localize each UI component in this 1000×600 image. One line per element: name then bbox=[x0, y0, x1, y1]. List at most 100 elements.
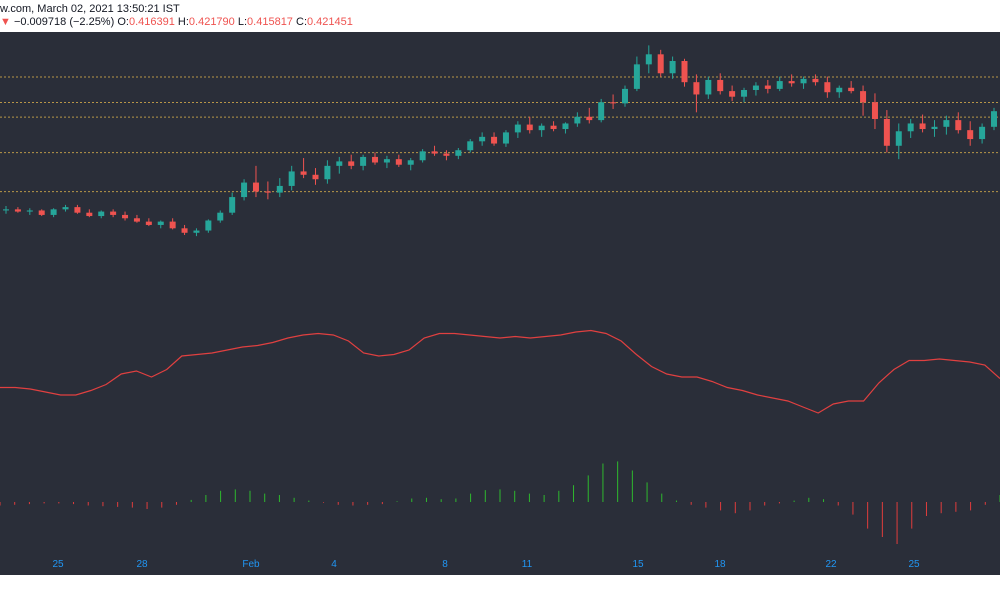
x-tick-label: 11 bbox=[522, 559, 533, 570]
candle-body bbox=[443, 153, 450, 156]
candle-body bbox=[276, 185, 283, 193]
candle-body bbox=[288, 171, 295, 186]
price-levels bbox=[0, 76, 1000, 193]
candle-body bbox=[502, 132, 509, 144]
candle-body bbox=[610, 102, 617, 104]
low-label: L: bbox=[237, 16, 248, 28]
candle-body bbox=[574, 116, 581, 124]
candle-body bbox=[681, 61, 688, 83]
candle-body bbox=[491, 136, 498, 144]
candle-body bbox=[538, 125, 545, 131]
candle-body bbox=[264, 191, 271, 193]
candle-body bbox=[395, 159, 402, 165]
candle-body bbox=[252, 182, 259, 192]
open-label: O: bbox=[117, 16, 129, 28]
candle-body bbox=[419, 151, 426, 161]
candle-body bbox=[479, 136, 486, 142]
candle-body bbox=[824, 82, 831, 93]
candle-body bbox=[229, 197, 236, 213]
candle-body bbox=[693, 82, 700, 95]
x-tick-label: 25 bbox=[908, 559, 920, 570]
high-label: H: bbox=[177, 16, 189, 28]
candle-body bbox=[110, 211, 117, 215]
candle-body bbox=[657, 54, 664, 74]
chart-canvas[interactable]: 25 28 Feb 4 8 11 15 18 22 25 bbox=[0, 32, 1000, 575]
x-axis: 25 28 Feb 4 8 11 15 18 22 25 bbox=[52, 559, 920, 570]
info-line: w.com, March 02, 2021 13:50:21 IST ▼ −0.… bbox=[0, 0, 1000, 32]
candle-body bbox=[514, 124, 521, 133]
candle-body bbox=[621, 88, 628, 104]
candle-body bbox=[383, 159, 390, 163]
close-label: C: bbox=[296, 16, 307, 28]
x-tick-label: 8 bbox=[442, 559, 448, 570]
candle-body bbox=[324, 165, 331, 180]
x-tick-label: 28 bbox=[136, 559, 148, 570]
rsi-panel bbox=[0, 329, 1000, 414]
candle-body bbox=[871, 102, 878, 119]
x-tick-label: 22 bbox=[825, 559, 837, 570]
candle-body bbox=[741, 90, 748, 97]
candle-body bbox=[669, 61, 676, 74]
candle-body bbox=[169, 221, 176, 229]
candle-body bbox=[812, 78, 819, 83]
candle-body bbox=[122, 214, 129, 219]
candle-body bbox=[74, 207, 81, 213]
candle-body bbox=[645, 54, 652, 65]
candle-body bbox=[633, 64, 640, 89]
x-tick-label: 15 bbox=[632, 559, 644, 570]
candle-body bbox=[955, 120, 962, 131]
candle-body bbox=[467, 141, 474, 151]
candle-body bbox=[193, 230, 200, 233]
candle-body bbox=[300, 171, 307, 175]
candle-body bbox=[526, 124, 533, 131]
candle-body bbox=[907, 123, 914, 132]
candle-body bbox=[50, 209, 57, 215]
candle-body bbox=[145, 221, 152, 225]
candle-body bbox=[407, 160, 414, 165]
macd-histogram bbox=[0, 461, 1000, 544]
candle-body bbox=[14, 209, 21, 212]
change-value: −0.009718 (−2.25%) bbox=[13, 16, 115, 28]
candle-body bbox=[788, 81, 795, 84]
candle-body bbox=[764, 85, 771, 89]
candle-body bbox=[431, 151, 438, 154]
candle-body bbox=[26, 210, 33, 212]
candle-body bbox=[205, 220, 212, 231]
candle-body bbox=[836, 87, 843, 93]
x-tick-label: 25 bbox=[52, 559, 64, 570]
candle-body bbox=[312, 174, 319, 180]
candle-body bbox=[752, 85, 759, 90]
candle-body bbox=[241, 182, 248, 198]
candle-body bbox=[62, 207, 69, 210]
candle-body bbox=[860, 91, 867, 103]
high-value: 0.421790 bbox=[188, 16, 235, 28]
candle-body bbox=[919, 123, 926, 130]
candle-body bbox=[586, 116, 593, 121]
candle-body bbox=[157, 221, 164, 225]
candle-body bbox=[348, 161, 355, 166]
candle-body bbox=[372, 156, 379, 163]
candle-body bbox=[550, 125, 557, 130]
close-value: 0.421451 bbox=[307, 16, 353, 28]
candle-body bbox=[598, 102, 605, 121]
change-arrow-icon: ▼ bbox=[0, 16, 11, 28]
source-date-text: w.com, March 02, 2021 13:50:21 IST bbox=[0, 3, 180, 15]
candle-body bbox=[895, 131, 902, 146]
candle-body bbox=[967, 130, 974, 140]
candle-body bbox=[562, 123, 569, 130]
chart-panel[interactable]: 25 28 Feb 4 8 11 15 18 22 25 bbox=[0, 32, 1000, 575]
bottom-strip bbox=[0, 575, 1000, 600]
x-tick-label: 4 bbox=[331, 559, 337, 570]
candle-body bbox=[729, 91, 736, 97]
candle-body bbox=[86, 212, 93, 217]
candle-body bbox=[979, 126, 986, 140]
candle-body bbox=[943, 120, 950, 127]
candle-body bbox=[931, 126, 938, 130]
candle-body bbox=[38, 210, 45, 215]
candle-body bbox=[98, 211, 105, 217]
candle-body bbox=[3, 209, 9, 211]
candle-body bbox=[883, 119, 890, 146]
candle-body bbox=[776, 81, 783, 89]
rsi-line bbox=[0, 329, 1000, 414]
candle-body bbox=[133, 218, 140, 222]
